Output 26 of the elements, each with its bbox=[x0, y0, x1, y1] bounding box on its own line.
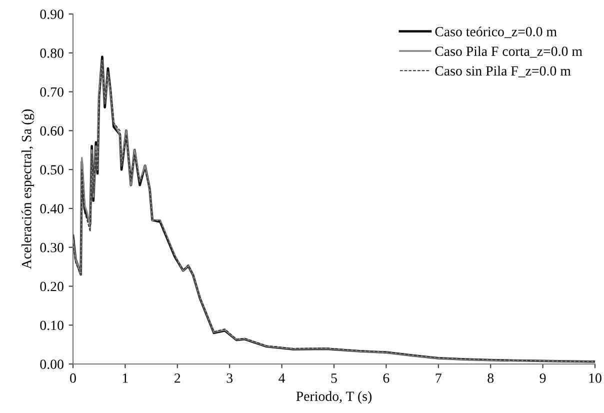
x-axis-title: Periodo, T (s) bbox=[296, 391, 372, 404]
x-tick-label: 9 bbox=[540, 373, 546, 383]
x-tick-label: 4 bbox=[278, 374, 286, 383]
y-tick-label: 0.90 bbox=[40, 10, 64, 20]
x-tick-label: 7 bbox=[436, 374, 442, 383]
y-tick-label: 0.70 bbox=[40, 87, 64, 97]
y-tick-label: 0.50 bbox=[40, 165, 64, 175]
x-tick-label: 2 bbox=[174, 373, 180, 383]
y-tick-label: 0.30 bbox=[40, 242, 64, 252]
x-tick-label: 6 bbox=[383, 373, 390, 383]
x-tick-label: 3 bbox=[226, 373, 233, 383]
legend-label: Caso sin Pila F_z=0.0 m bbox=[435, 66, 571, 78]
x-tick-label: 5 bbox=[331, 374, 337, 383]
y-tick-label: 0.60 bbox=[40, 126, 64, 136]
y-tick-label: 0.80 bbox=[40, 48, 64, 58]
x-tick-label: 8 bbox=[488, 373, 494, 383]
legend-label: Caso teórico_z=0.0 m bbox=[435, 26, 557, 38]
x-tick-label: 1 bbox=[122, 373, 128, 383]
y-tick-label: 0.40 bbox=[40, 204, 64, 214]
y-axis-title: Aceleración espectral, Sa (g) bbox=[21, 109, 34, 270]
y-tick-label: 0.00 bbox=[40, 360, 64, 370]
y-tick-label: 0.20 bbox=[40, 282, 64, 292]
legend-label: Caso Pila F corta_z=0.0 m bbox=[435, 46, 582, 58]
x-tick-label: 0 bbox=[70, 373, 76, 383]
x-tick-label: 10 bbox=[589, 373, 602, 383]
y-tick-label: 0.10 bbox=[40, 320, 64, 330]
